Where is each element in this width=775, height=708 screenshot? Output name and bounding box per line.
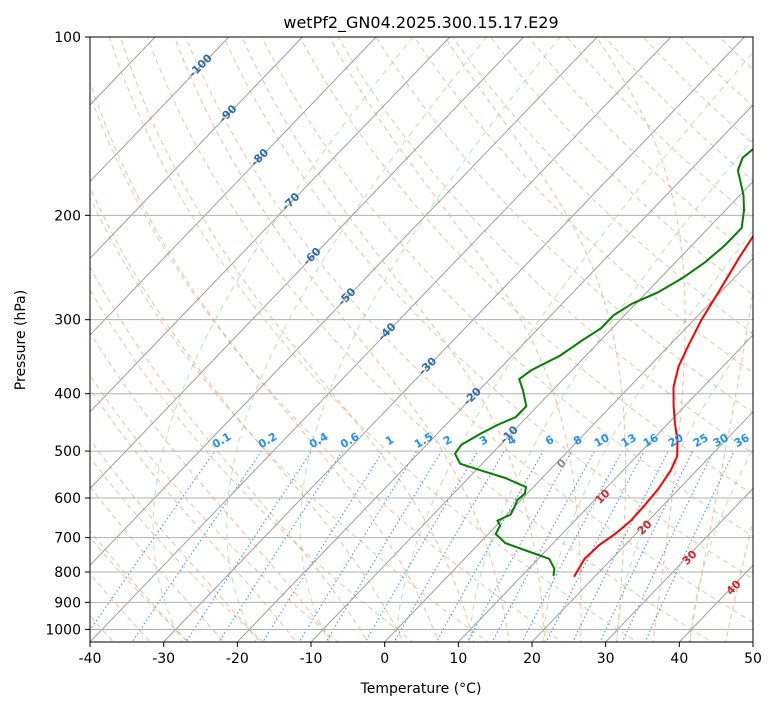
isotherm	[90, 37, 451, 413]
moist-adiabat	[90, 530, 188, 642]
x-tick-label: 0	[380, 651, 389, 667]
dry-adiabat	[223, 37, 753, 580]
isotherm	[531, 411, 753, 642]
x-tick-label: -20	[226, 651, 249, 667]
dewpoint-profile-line	[453, 147, 753, 577]
isotherm	[236, 104, 753, 642]
y-tick-label: 800	[54, 565, 81, 581]
wet-bulb-reference-line	[152, 37, 414, 642]
x-tick-label: 40	[670, 651, 688, 667]
moist-adiabat	[90, 80, 440, 642]
moist-adiabat	[90, 438, 261, 642]
y-tick-label: 1000	[45, 622, 81, 638]
y-tick-label: 500	[54, 444, 81, 460]
y-tick-label: 300	[54, 313, 81, 329]
grid-lines	[90, 37, 753, 642]
dry-adiabat	[413, 37, 753, 374]
profile-lines	[453, 147, 753, 578]
dry-adiabat	[90, 93, 564, 642]
isotherm	[90, 37, 598, 566]
dry-adiabat	[184, 37, 753, 623]
moist-adiabat	[90, 186, 404, 642]
plot-frame	[89, 36, 754, 643]
isotherm	[90, 37, 524, 490]
wet-bulb-reference-line	[226, 37, 487, 642]
y-tick-label: 100	[54, 30, 81, 46]
moist-adiabat	[90, 387, 297, 642]
y-tick-label: 700	[54, 531, 81, 547]
dry-adiabat	[90, 456, 265, 642]
isotherm	[90, 37, 377, 336]
isotherm	[457, 334, 753, 642]
moist-adiabat	[120, 37, 475, 642]
y-tick-label: 400	[54, 387, 81, 403]
x-tick-label: 50	[744, 651, 762, 667]
y-axis-ticks: 100 200 300 400 500 600 700 800 900 1000	[45, 30, 90, 638]
dry-adiabat	[146, 37, 713, 642]
isotherm	[605, 487, 753, 642]
x-tick-label: -40	[79, 651, 102, 667]
dry-adiabat	[299, 37, 753, 495]
moist-adiabat	[90, 265, 369, 642]
dry-adiabat	[90, 196, 489, 642]
isotherm	[90, 37, 230, 183]
isotherm	[310, 180, 753, 642]
x-axis-ticks: -40 -30 -20 -10 0 10 20 30 40 50	[79, 642, 762, 667]
dry-adiabat	[489, 37, 753, 296]
isotherm	[90, 37, 672, 642]
dry-adiabat	[337, 37, 753, 454]
x-axis-label: Temperature (°C)	[360, 681, 482, 697]
moist-adiabat	[90, 485, 225, 642]
isotherm	[90, 37, 303, 260]
isotherm	[163, 37, 745, 642]
y-tick-label: 600	[54, 491, 81, 507]
chart-title: wetPf2_GN04.2025.300.15.17.E29	[283, 13, 558, 33]
dry-adiabat	[90, 374, 340, 642]
y-tick-label: 200	[54, 208, 81, 224]
temperature-profile-line	[573, 234, 753, 578]
x-tick-label: 20	[523, 651, 541, 667]
x-tick-label: -10	[300, 651, 323, 667]
wet-bulb-reference-line	[299, 37, 561, 642]
y-tick-label: 900	[54, 595, 81, 611]
isotherm	[384, 257, 753, 642]
y-axis-label: Pressure (hPa)	[13, 290, 29, 390]
x-tick-label: -30	[152, 651, 175, 667]
moist-adiabat	[90, 573, 152, 642]
x-tick-label: 10	[449, 651, 467, 667]
dry-adiabat	[261, 37, 753, 537]
moist-adiabat	[241, 37, 546, 642]
x-tick-label: 30	[597, 651, 615, 667]
